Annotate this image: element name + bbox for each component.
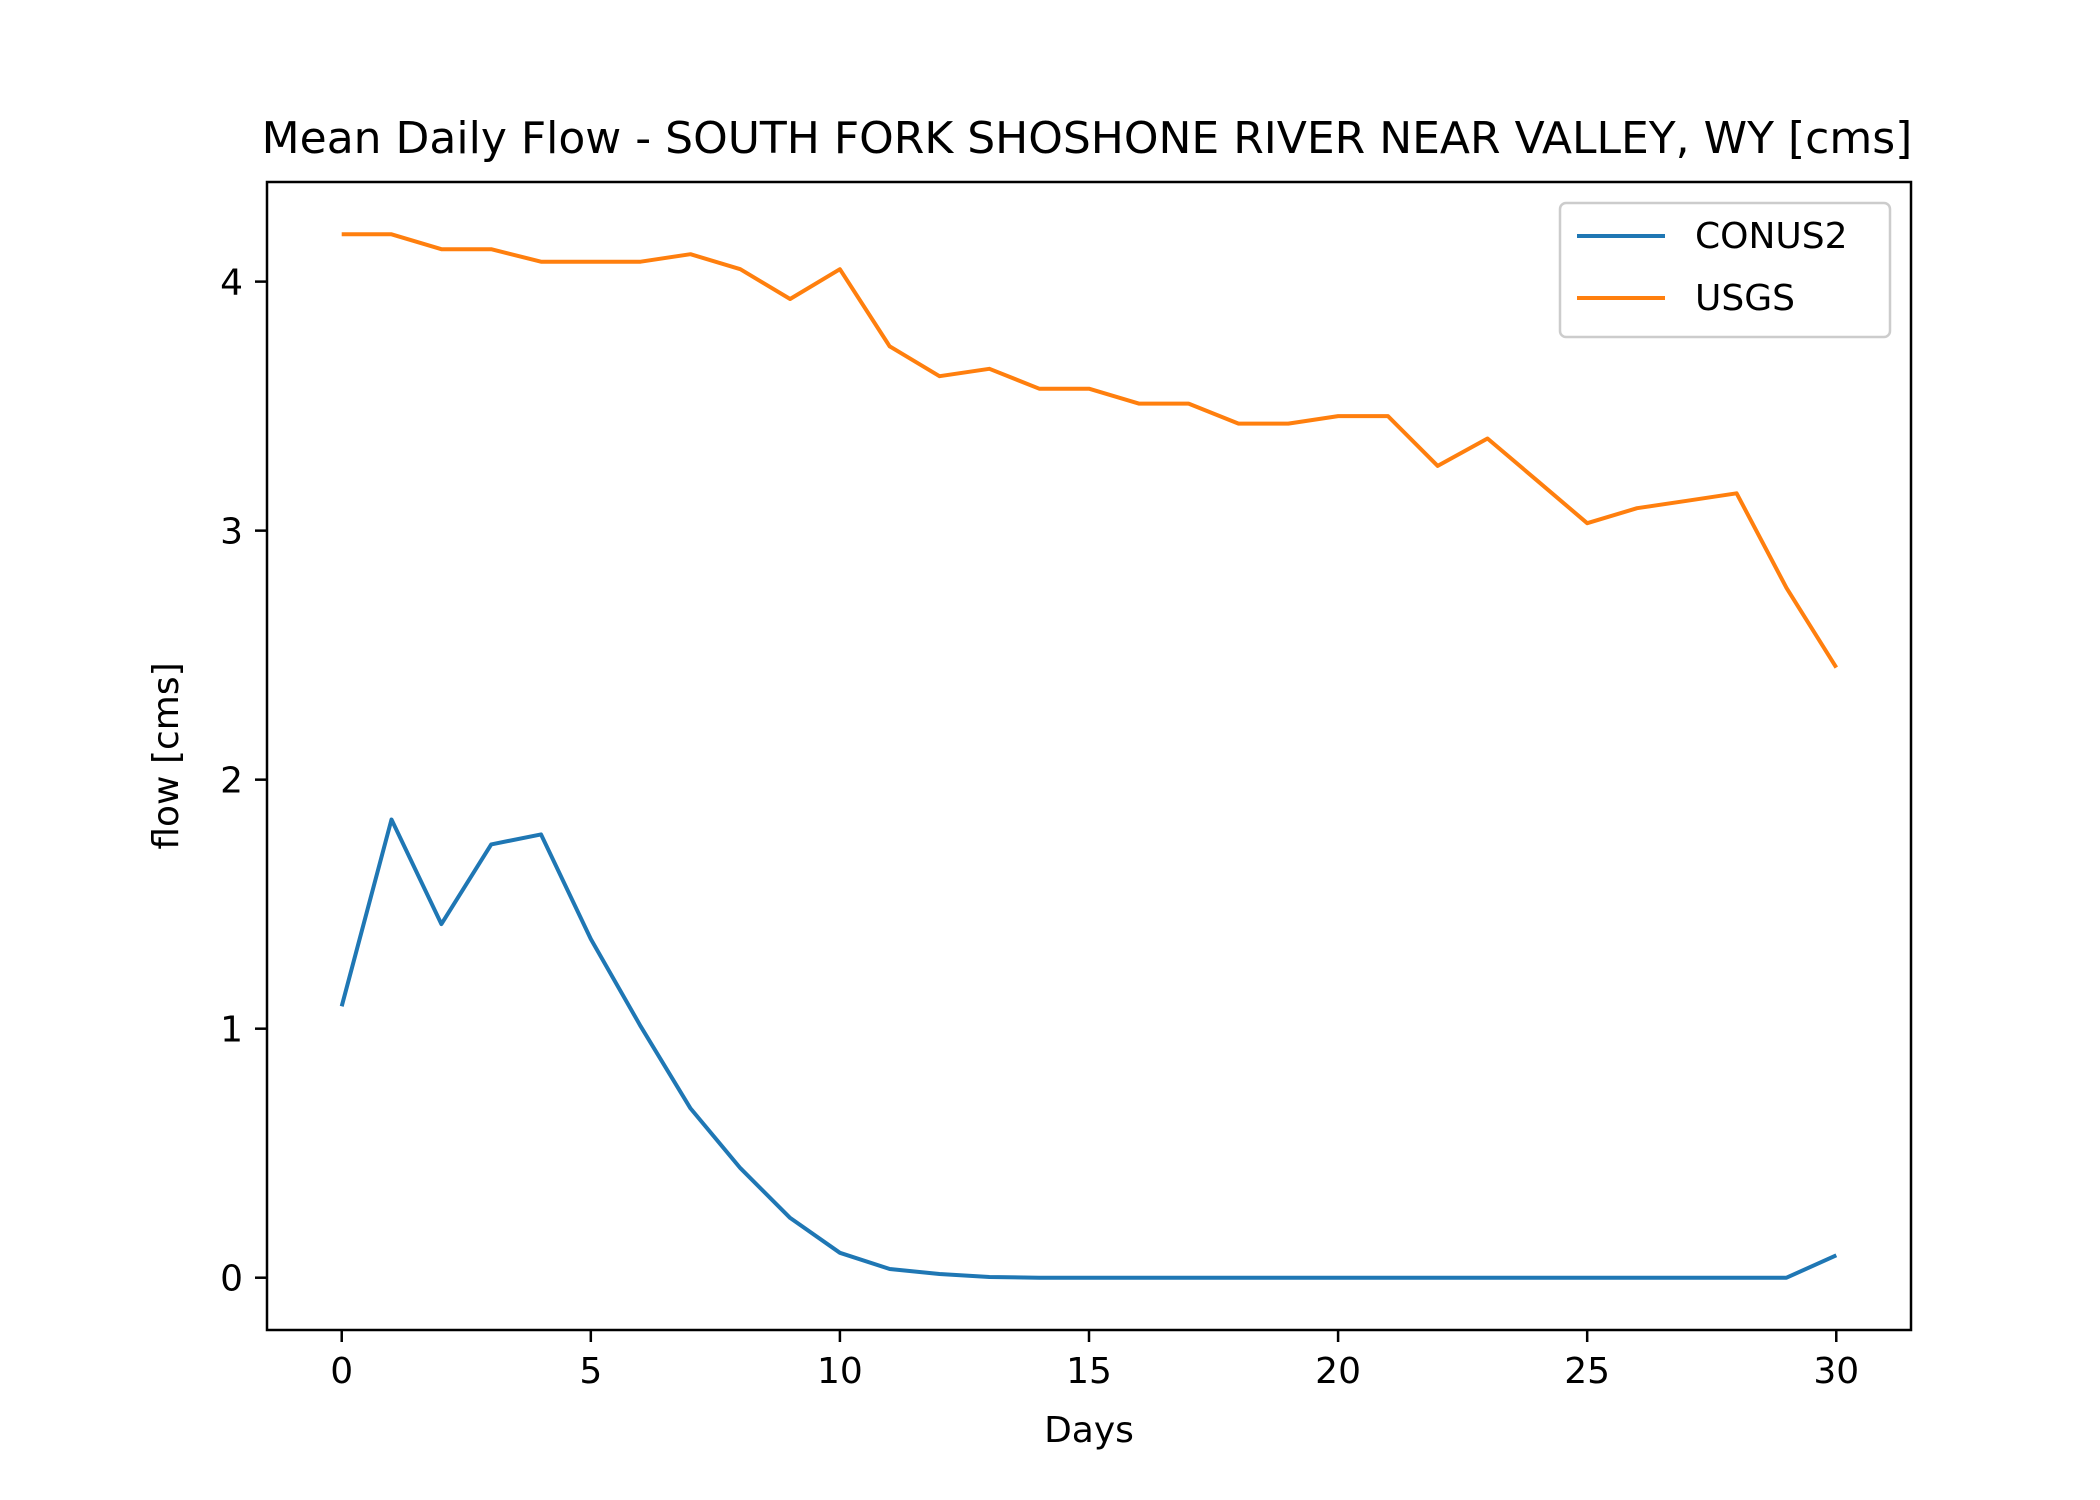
y-tick-label: 2 xyxy=(220,761,243,802)
y-tick-label: 0 xyxy=(220,1259,243,1300)
x-tick-label: 5 xyxy=(579,1351,602,1392)
x-tick-label: 25 xyxy=(1564,1351,1610,1392)
x-axis: 0 5 10 15 20 25 30 xyxy=(330,1330,1859,1392)
y-axis: 0 1 2 3 4 xyxy=(220,263,267,1300)
series-line-conus2 xyxy=(339,817,1838,1280)
x-tick-label: 30 xyxy=(1813,1351,1859,1392)
y-tick-label: 4 xyxy=(220,263,243,304)
plot-frame xyxy=(265,180,1913,1332)
series-line-usgs xyxy=(341,232,1838,669)
y-tick-label: 3 xyxy=(220,512,243,553)
x-tick-label: 15 xyxy=(1066,1351,1112,1392)
legend-label-usgs: USGS xyxy=(1695,278,1795,319)
series-layer xyxy=(339,232,1838,1280)
y-axis-label: flow [cms] xyxy=(146,662,187,849)
x-tick-label: 0 xyxy=(330,1351,353,1392)
chart-title: Mean Daily Flow - SOUTH FORK SHOSHONE RI… xyxy=(262,113,1913,164)
plot-area xyxy=(265,180,1913,1332)
legend-label-conus2: CONUS2 xyxy=(1695,216,1848,257)
x-tick-label: 20 xyxy=(1315,1351,1361,1392)
y-tick-label: 1 xyxy=(220,1010,243,1051)
x-tick-label: 10 xyxy=(817,1351,863,1392)
legend: CONUS2 USGS xyxy=(1558,201,1892,339)
x-axis-label: Days xyxy=(1044,1410,1134,1451)
